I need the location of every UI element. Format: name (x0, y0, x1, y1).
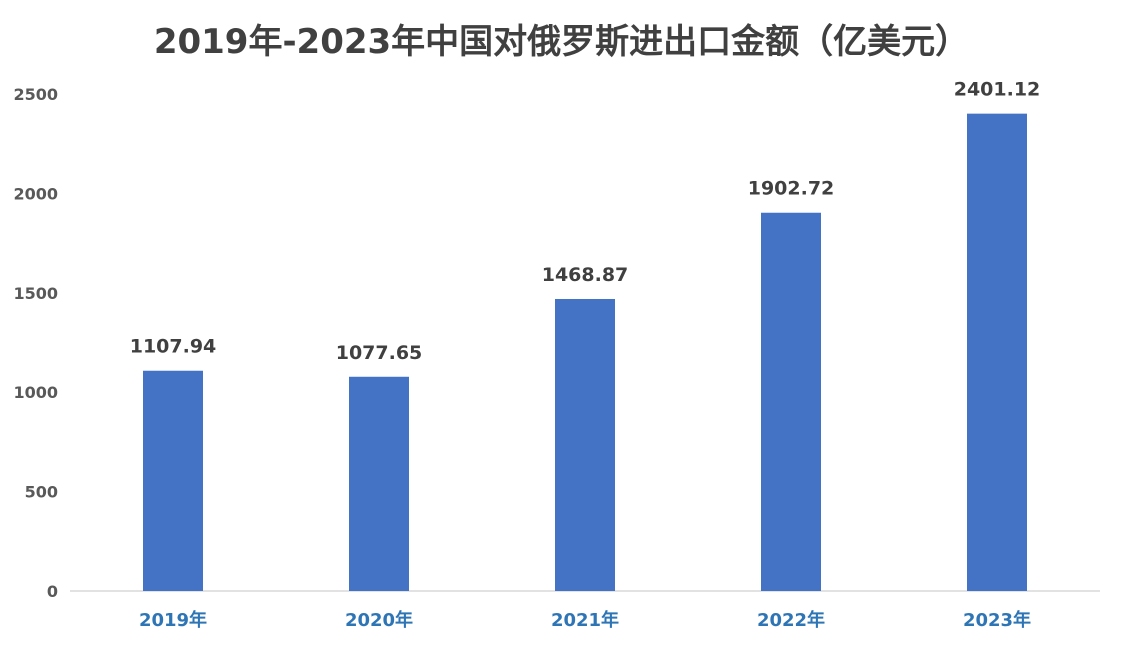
y-tick-label: 2000 (13, 184, 58, 203)
data-label: 1468.87 (542, 264, 629, 286)
y-tick-label: 1500 (13, 284, 58, 303)
x-tick-label: 2019年 (139, 609, 207, 631)
bar (143, 370, 203, 591)
x-tick-label: 2020年 (345, 609, 413, 631)
bar (967, 113, 1027, 591)
x-tick-label: 2021年 (551, 609, 619, 631)
chart-title: 2019年-2023年中国对俄罗斯进出口金额（亿美元） (153, 22, 970, 62)
x-tick-label: 2023年 (963, 609, 1031, 631)
data-label: 1077.65 (336, 342, 423, 364)
data-label: 1902.72 (748, 178, 835, 200)
bar (555, 298, 615, 591)
y-tick-label: 1000 (13, 383, 58, 402)
bar (761, 212, 821, 591)
y-tick-label: 2500 (13, 85, 58, 104)
y-tick-label: 0 (47, 582, 58, 601)
data-label: 1107.94 (130, 336, 217, 358)
x-tick-label: 2022年 (757, 609, 825, 631)
bar (349, 376, 409, 591)
y-tick-label: 500 (25, 483, 58, 502)
data-label: 2401.12 (954, 79, 1041, 101)
